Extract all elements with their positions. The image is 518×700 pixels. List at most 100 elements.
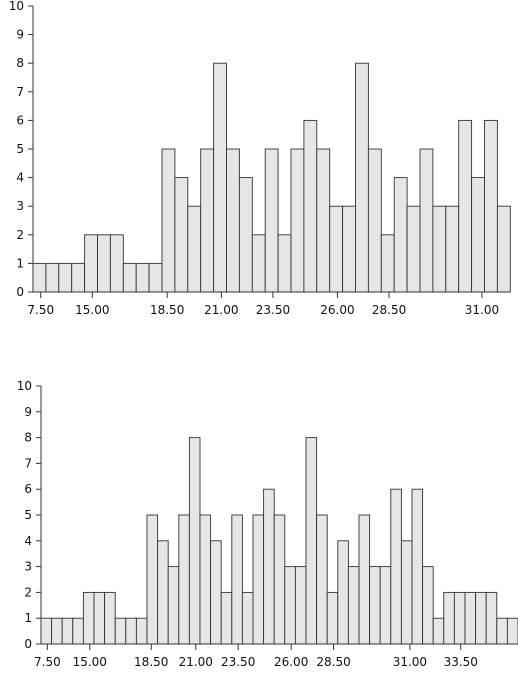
histogram-bar [347,566,360,645]
histogram-bar [122,262,137,293]
histogram-bar [231,514,243,645]
x-tick-label: 28.50 [316,655,350,669]
histogram-bar [199,514,212,645]
histogram-bar [284,566,296,645]
histogram-bar [316,148,331,293]
histogram-bar [379,566,392,645]
histogram-bar [251,234,266,293]
histogram-bar [109,234,124,293]
histogram-bar [84,234,98,293]
x-tick-label: 15.00 [75,303,109,317]
histogram-bar [51,617,63,645]
histogram-bar [135,617,148,645]
x-tick-label: 7.50 [27,303,54,317]
x-tick-label: 23.50 [256,303,290,317]
histogram-bar [303,119,318,293]
y-tick-label: 4 [16,171,24,185]
y-tick-label: 0 [24,637,32,651]
histogram-bar [161,148,176,293]
x-tick-label: 15.00 [73,655,107,669]
histogram-bar [72,617,84,645]
histogram-bar [58,262,73,293]
histogram-bar [393,177,408,293]
histogram-bar [326,591,339,645]
histogram-bar [104,591,116,645]
histogram-bar [485,591,498,645]
histogram-bar [342,205,356,293]
histogram-bar [97,234,111,293]
histogram-bar [380,234,395,293]
histogram-bar [82,591,95,645]
y-tick-label: 1 [16,256,24,270]
y-tick-label: 2 [24,585,32,599]
histogram-bar [419,148,434,293]
histogram-chart-top: 0 1 2 3 4 5 6 7 8 9 10 7.50 15.00 18.50 21.00 23.50 26.0… [9,0,511,317]
histogram-bar [210,540,222,645]
x-tick-label: 23.50 [221,655,255,669]
y-tick-label: 1 [24,611,32,625]
histogram-bar [464,591,477,645]
y-tick-label: 3 [16,199,24,213]
y-tick-label: 2 [16,228,24,242]
y-tick-label: 8 [16,56,24,70]
histogram-bar [241,591,254,645]
histogram-bar [213,62,227,293]
y-tick-label: 8 [24,431,32,445]
histogram-bar [355,62,369,293]
x-tick-label: 21.00 [179,655,213,669]
histogram-bar [157,540,169,645]
histogram-bar [174,177,189,293]
histogram-bar [188,437,201,645]
histogram-bar [453,591,466,645]
histogram-bar [226,148,240,293]
y-tick-label: 7 [24,456,32,470]
histogram-bar [135,262,150,293]
histogram-bar [178,514,190,645]
histogram-bar [422,566,434,645]
histogram-bar [294,566,307,645]
histogram-bar [252,514,265,645]
histogram-chart-bottom: 0 1 2 3 4 5 6 7 8 9 10 7.50 15.00 18.50 21.00 23.50 26.0… [17,379,518,669]
histogram-bar [329,205,344,293]
histogram-bar [305,437,318,645]
y-tick-label: 4 [24,534,32,548]
y-tick-label: 3 [24,560,32,574]
histogram-bar [390,488,402,645]
y-tick-label: 9 [24,405,32,419]
histogram-bar [358,514,371,645]
x-tick-label: 26.00 [274,655,308,669]
histogram-bar [432,617,445,645]
histogram-bar [445,205,460,293]
histogram-bar [432,205,447,293]
x-tick-label: 18.50 [150,303,184,317]
y-tick-label: 5 [16,142,24,156]
histogram-bar [337,540,349,645]
histogram-bar [187,205,202,293]
histogram-bar [40,617,53,645]
histogram-bar [277,234,292,293]
histogram-bar [471,177,485,293]
histogram-bar [458,119,473,293]
y-tick-label: 5 [24,508,32,522]
histogram-bar [367,148,382,293]
histogram-bar [496,205,511,293]
y-tick-label: 6 [16,113,24,127]
histogram-bar [114,617,127,645]
histogram-bar [238,177,253,293]
histogram-bar [475,591,487,645]
histogram-bar [200,148,215,293]
y-tick-label: 0 [16,285,24,299]
histogram-bar [148,262,163,293]
histogram-bar [411,488,424,645]
y-tick-label: 10 [17,379,32,393]
x-tick-label: 18.50 [134,655,168,669]
x-tick-label: 33.50 [444,655,478,669]
y-tick-label: 6 [24,482,32,496]
histogram-bar [506,617,518,645]
histogram-bar [496,617,508,645]
histogram-bar [93,591,106,645]
histogram-bar [263,488,275,645]
histogram-bar [32,262,47,293]
histogram-bar [273,514,286,645]
histogram-bar [443,591,455,645]
